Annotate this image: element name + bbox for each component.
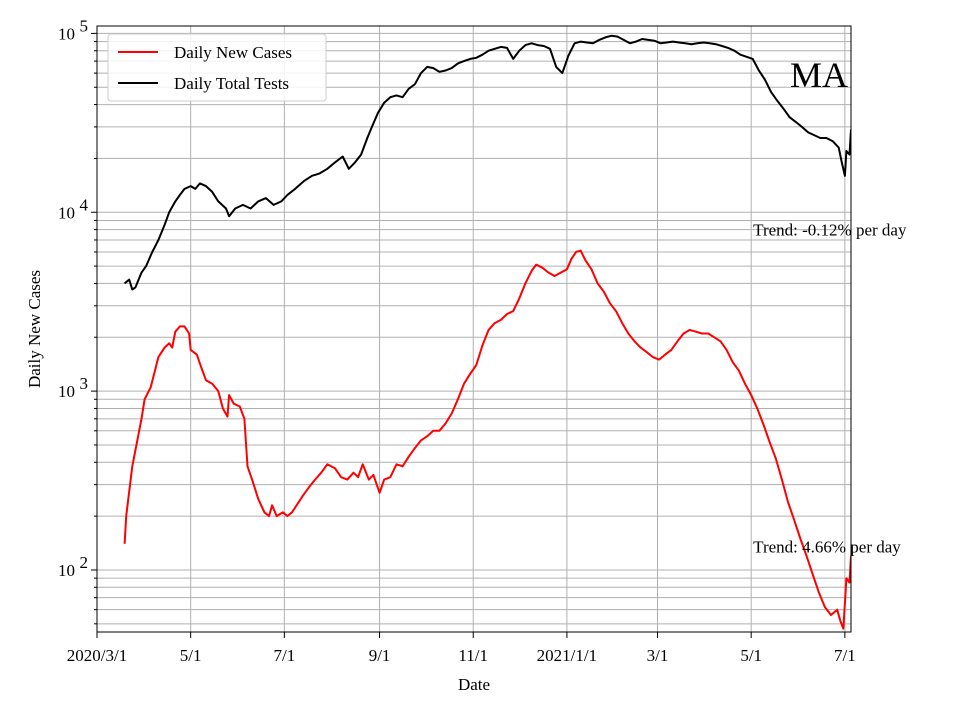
x-tick-label: 2021/1/1 bbox=[537, 646, 597, 665]
y-tick-exponent: 5 bbox=[80, 16, 89, 35]
x-tick-label: 9/1 bbox=[369, 646, 391, 665]
trend-annotation: Trend: 4.66% per day bbox=[753, 538, 901, 557]
legend: Daily New Cases Daily Total Tests bbox=[107, 33, 327, 102]
x-tick-label: 3/1 bbox=[647, 646, 669, 665]
plot-frame bbox=[96, 25, 852, 633]
trend-annotation: Trend: -0.12% per day bbox=[753, 221, 907, 240]
ticks: 10 2 10 3 10 4 10 5 2020/3/1 5/1 7/1 9/1 11/1 2021/1/… bbox=[58, 16, 856, 665]
x-tick-label: 5/1 bbox=[740, 646, 762, 665]
series-line-daily-total-tests bbox=[123, 34, 851, 291]
y-tick-label: 10 bbox=[58, 382, 75, 401]
y-tick-label: 10 bbox=[58, 203, 75, 222]
legend-label-cases: Daily New Cases bbox=[174, 43, 292, 62]
y-tick-exponent: 2 bbox=[80, 553, 89, 572]
x-tick-label: 11/1 bbox=[458, 646, 488, 665]
y-axis-title: Daily New Cases bbox=[25, 270, 44, 388]
x-tick-label: 7/1 bbox=[834, 646, 856, 665]
y-tick-exponent: 4 bbox=[80, 195, 89, 214]
y-tick-label: 10 bbox=[58, 561, 75, 580]
annotations: Trend: -0.12% per day Trend: 4.66% per da… bbox=[753, 221, 907, 557]
y-tick-exponent: 3 bbox=[80, 374, 89, 393]
series-line-daily-new-cases bbox=[123, 249, 851, 630]
x-axis-title: Date bbox=[458, 675, 490, 694]
plot-background bbox=[97, 26, 851, 632]
legend-box bbox=[107, 33, 327, 102]
state-label: MA bbox=[790, 55, 848, 95]
x-tick-label: 2020/3/1 bbox=[67, 646, 127, 665]
legend-label-tests: Daily Total Tests bbox=[174, 74, 289, 93]
series-layer bbox=[123, 34, 851, 630]
x-tick-label: 5/1 bbox=[180, 646, 202, 665]
y-tick-label: 10 bbox=[58, 24, 75, 43]
x-tick-label: 7/1 bbox=[273, 646, 295, 665]
